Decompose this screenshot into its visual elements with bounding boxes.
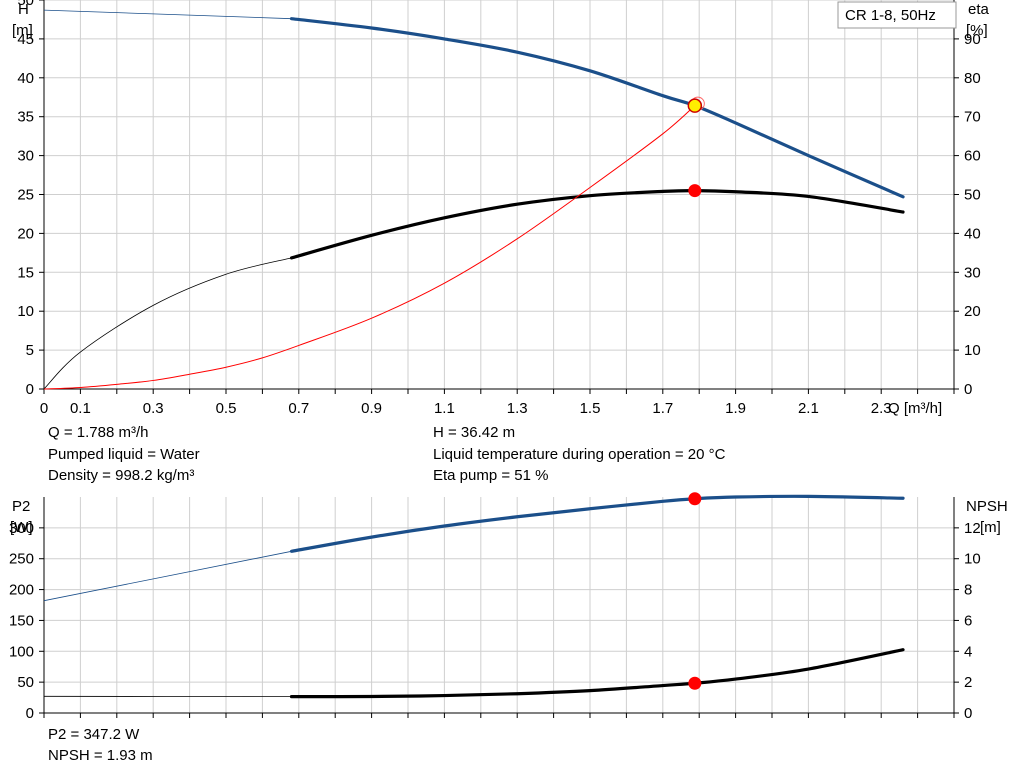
bottom-left-tick-label: 0	[26, 705, 34, 722]
top-ylabel-right-1: eta	[968, 1, 990, 18]
info-temp: Liquid temperature during operation = 20…	[433, 446, 726, 463]
top-left-tick-label: 5	[26, 342, 34, 359]
bottom-right-tick-label: 8	[964, 582, 972, 599]
info-npsh: NPSH = 1.93 m	[48, 747, 153, 764]
bottom-left-tick-label: 200	[9, 582, 34, 599]
top-right-tick-label: 20	[964, 303, 981, 320]
top-right-tick-label: 0	[964, 381, 972, 398]
bottom-ylabel-right-2: [m]	[980, 519, 1001, 536]
top-x-tick-label: 0.3	[143, 400, 164, 417]
top-ylabel-right-2: [%]	[966, 22, 988, 39]
top-left-tick-label: 15	[17, 264, 34, 281]
top-series-0-line	[289, 17, 905, 199]
bottom-left-tick-label: 150	[9, 612, 34, 629]
info-liquid: Pumped liquid = Water	[48, 446, 200, 463]
top-left-tick-label: 30	[17, 148, 34, 165]
info-eta: Eta pump = 51 %	[433, 467, 549, 484]
top-left-tick-label: 25	[17, 187, 34, 204]
chart-marks	[43, 9, 905, 699]
top-x-tick-label: 0.5	[216, 400, 237, 417]
top-x-tick-label: 1.7	[652, 400, 673, 417]
top-right-tick-label: 60	[964, 148, 981, 165]
top-left-tick-label: 50	[17, 0, 34, 9]
top-series-1-line	[289, 188, 905, 260]
top-right-tick-label: 90	[964, 31, 981, 48]
bottom-left-tick-label: 50	[17, 674, 34, 691]
bottom-operating-point	[688, 492, 702, 506]
top-right-tick-label: 50	[964, 187, 981, 204]
top-right-tick-label: 30	[964, 264, 981, 281]
top-x-tick-label: 0	[40, 400, 48, 417]
bottom-right-tick-label: 6	[964, 612, 972, 629]
title-box	[837, 1, 957, 29]
top-xlabel: Q [m³/h]	[888, 400, 942, 417]
duty-point-marker	[687, 98, 703, 113]
bottom-right-tick-label: 12	[964, 520, 981, 537]
top-ylabel-left-2: [m]	[12, 22, 33, 39]
top-left-tick-label: 40	[17, 70, 34, 87]
top-grid: 0 5 10 15 20 25 30 35 40 45 50 0 10 20 30 40 50 60 70 80 90 0…	[17, 0, 981, 417]
bottom-grid: 0 50 100 150 200 250 300 0 2 4 6 8 10 12	[9, 497, 981, 722]
bottom-right-tick-label: 2	[964, 674, 972, 691]
chart-title: CR 1-8, 50Hz	[845, 7, 936, 24]
bottom-right-tick-label: 4	[964, 643, 972, 660]
bottom-series-1-line	[289, 648, 905, 699]
bottom-right-tick-label: 0	[964, 705, 972, 722]
bottom-right-tick-label: 10	[964, 551, 981, 568]
bottom-ylabel-left-1: P2	[12, 498, 30, 515]
bottom-left-tick-label: 300	[9, 520, 34, 537]
bottom-ylabel-left-2: [W]	[10, 519, 33, 536]
top-x-tick-label: 1.3	[507, 400, 528, 417]
top-right-tick-label: 70	[964, 109, 981, 126]
bottom-ylabel-right-1: NPSH	[966, 498, 1008, 515]
top-x-tick-label: 1.5	[580, 400, 601, 417]
top-left-tick-label: 0	[26, 381, 34, 398]
info-q: Q = 1.788 m³/h	[48, 424, 149, 441]
top-x-tick-label: 0.1	[70, 400, 91, 417]
info-p2: P2 = 347.2 W	[48, 726, 140, 743]
top-x-tick-label: 2.3	[871, 400, 892, 417]
top-left-tick-label: 20	[17, 225, 34, 242]
bottom-left-tick-label: 100	[9, 643, 34, 660]
bottom-series-0-line	[289, 494, 905, 553]
top-x-tick-label: 2.1	[798, 400, 819, 417]
top-x-tick-label: 1.9	[725, 400, 746, 417]
top-ylabel-left-1: H	[18, 1, 29, 18]
top-series-1-thin	[43, 257, 292, 390]
top-left-tick-label: 35	[17, 109, 34, 126]
bottom-series-0-thin	[43, 550, 292, 602]
top-x-tick-label: 0.9	[361, 400, 382, 417]
bottom-left-tick-label: 250	[9, 551, 34, 568]
top-left-tick-label: 10	[17, 303, 34, 320]
top-series-2-thin	[43, 105, 696, 390]
top-right-tick-label: 10	[964, 342, 981, 359]
top-series-0-thin	[43, 9, 292, 20]
top-x-tick-label: 1.1	[434, 400, 455, 417]
bottom-operating-point	[688, 676, 702, 690]
info-h: H = 36.42 m	[433, 424, 516, 441]
top-left-tick-label: 45	[17, 31, 34, 48]
info-density: Density = 998.2 kg/m³	[48, 467, 195, 484]
top-operating-point	[688, 184, 702, 198]
top-right-tick-label: 40	[964, 225, 981, 242]
top-right-tick-label: 80	[964, 70, 981, 87]
top-x-tick-label: 0.7	[288, 400, 309, 417]
